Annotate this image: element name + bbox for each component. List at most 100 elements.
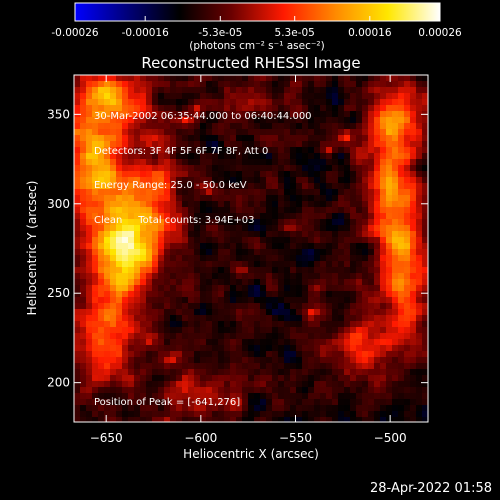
heatmap-cell — [122, 237, 129, 244]
heatmap-cell — [326, 171, 333, 178]
heatmap-cell — [152, 249, 159, 256]
heatmap-cell — [332, 171, 339, 178]
heatmap-cell — [212, 393, 219, 400]
heatmap-cell — [74, 87, 81, 94]
heatmap-cell — [398, 387, 405, 394]
heatmap-cell — [242, 219, 249, 226]
heatmap-cell — [92, 333, 99, 340]
heatmap-cell — [206, 99, 213, 106]
heatmap-cell — [80, 381, 87, 388]
heatmap-cell — [404, 177, 411, 184]
heatmap-cell — [356, 303, 363, 310]
heatmap-cell — [86, 309, 93, 316]
heatmap-cell — [200, 249, 207, 256]
heatmap-cell — [146, 399, 153, 406]
heatmap-cell — [296, 297, 303, 304]
heatmap-cell — [404, 195, 411, 202]
heatmap-cell — [200, 159, 207, 166]
heatmap-cell — [128, 87, 135, 94]
heatmap-cell — [302, 237, 309, 244]
heatmap-cell — [176, 285, 183, 292]
heatmap-cell — [158, 159, 165, 166]
heatmap-cell — [326, 273, 333, 280]
heatmap-cell — [260, 225, 267, 232]
heatmap-cell — [326, 213, 333, 220]
heatmap-cell — [272, 141, 279, 148]
heatmap-cell — [260, 315, 267, 322]
heatmap-cell — [410, 339, 417, 346]
heatmap-cell — [110, 105, 117, 112]
heatmap-cell — [128, 339, 135, 346]
heatmap-cell — [278, 309, 285, 316]
heatmap-cell — [410, 207, 417, 214]
heatmap-cell — [176, 321, 183, 328]
heatmap-cell — [200, 117, 207, 124]
heatmap-cell — [332, 279, 339, 286]
heatmap-cell — [290, 129, 297, 136]
heatmap-cell — [326, 111, 333, 118]
heatmap-cell — [92, 273, 99, 280]
heatmap-cell — [80, 363, 87, 370]
heatmap-cell — [332, 135, 339, 142]
heatmap-cell — [170, 207, 177, 214]
heatmap-cell — [284, 219, 291, 226]
heatmap-cell — [134, 165, 141, 172]
heatmap-cell — [410, 297, 417, 304]
heatmap-cell — [218, 279, 225, 286]
heatmap-cell — [284, 189, 291, 196]
heatmap-cell — [344, 219, 351, 226]
heatmap-cell — [170, 393, 177, 400]
heatmap-cell — [272, 291, 279, 298]
heatmap-cell — [386, 387, 393, 394]
heatmap-cell — [194, 327, 201, 334]
heatmap-cell — [392, 93, 399, 100]
heatmap-cell — [176, 369, 183, 376]
heatmap-cell — [296, 369, 303, 376]
heatmap-cell — [254, 207, 261, 214]
heatmap-cell — [176, 315, 183, 322]
heatmap-cell — [284, 351, 291, 358]
heatmap-cell — [122, 207, 129, 214]
heatmap-cell — [188, 243, 195, 250]
heatmap-cell — [266, 201, 273, 208]
heatmap-cell — [74, 375, 81, 382]
y-tick-label: 200 — [47, 376, 70, 390]
heatmap-cell — [326, 411, 333, 418]
heatmap-cell — [128, 219, 135, 226]
heatmap-cell — [194, 177, 201, 184]
heatmap-cell — [110, 249, 117, 256]
heatmap-cell — [164, 369, 171, 376]
heatmap-cell — [326, 249, 333, 256]
heatmap-cell — [332, 141, 339, 148]
heatmap-cell — [278, 405, 285, 412]
heatmap-cell — [134, 195, 141, 202]
heatmap-cell — [98, 285, 105, 292]
heatmap-cell — [92, 387, 99, 394]
heatmap-cell — [86, 279, 93, 286]
heatmap-cell — [158, 237, 165, 244]
heatmap-cell — [140, 411, 147, 418]
heatmap-cell — [422, 177, 428, 184]
heatmap-cell — [350, 201, 357, 208]
heatmap-cell — [86, 249, 93, 256]
heatmap-cell — [308, 303, 315, 310]
heatmap-cell — [404, 213, 411, 220]
heatmap-cell — [266, 339, 273, 346]
heatmap-cell — [200, 135, 207, 142]
heatmap-cell — [272, 333, 279, 340]
heatmap-cell — [422, 219, 428, 226]
heatmap-cell — [242, 303, 249, 310]
heatmap-cell — [194, 183, 201, 190]
heatmap-cell — [422, 405, 428, 412]
heatmap-cell — [104, 393, 111, 400]
heatmap-cell — [380, 159, 387, 166]
heatmap-cell — [146, 411, 153, 418]
heatmap-cell — [332, 189, 339, 196]
heatmap-cell — [224, 315, 231, 322]
heatmap-cell — [200, 255, 207, 262]
heatmap-cell — [86, 351, 93, 358]
heatmap-cell — [98, 273, 105, 280]
heatmap-cell — [170, 285, 177, 292]
heatmap-cell — [338, 189, 345, 196]
